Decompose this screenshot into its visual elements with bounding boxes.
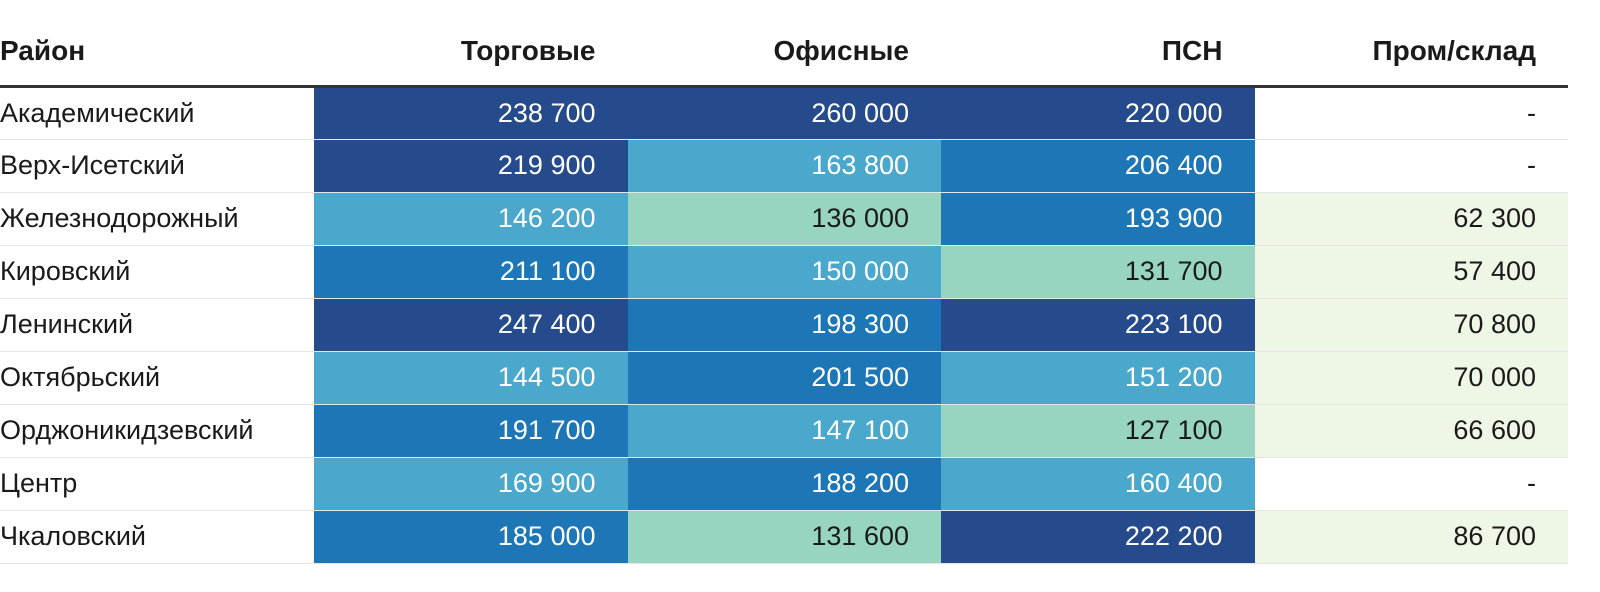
district-name-cell: Железнодорожный bbox=[0, 192, 314, 246]
value-cell: 136 000 bbox=[627, 192, 941, 246]
column-header-retail: Торговые bbox=[314, 0, 628, 88]
value-cell: 222 200 bbox=[941, 510, 1255, 564]
value-cell: 198 300 bbox=[627, 298, 941, 352]
value-cell: 62 300 bbox=[1254, 192, 1568, 246]
district-name-cell: Октябрьский bbox=[0, 351, 314, 405]
value-cell: 147 100 bbox=[627, 404, 941, 458]
value-cell: 160 400 bbox=[941, 457, 1255, 511]
table-body: Академический 238 700 260 000 220 000- Верх-… bbox=[0, 86, 1568, 564]
column-header-industrial: Пром/склад bbox=[1254, 0, 1568, 88]
value-cell: 163 800 bbox=[627, 139, 941, 193]
table-row: Ленинский 247 400 198 300 223 100 70 800 bbox=[0, 298, 1568, 352]
value-cell: - bbox=[1254, 457, 1568, 511]
value-cell: 86 700 bbox=[1254, 510, 1568, 564]
table-row: Академический 238 700 260 000 220 000- bbox=[0, 86, 1568, 140]
column-header-office: Офисные bbox=[627, 0, 941, 88]
value-cell: 151 200 bbox=[941, 351, 1255, 405]
table-row: Кировский 211 100 150 000 131 700 57 400 bbox=[0, 245, 1568, 299]
value-cell: 169 900 bbox=[314, 457, 628, 511]
column-header-psn: ПСН bbox=[941, 0, 1255, 88]
value-cell: 220 000 bbox=[941, 86, 1255, 140]
district-name-cell: Чкаловский bbox=[0, 510, 314, 564]
value-cell: 211 100 bbox=[314, 245, 628, 299]
value-cell: 219 900 bbox=[314, 139, 628, 193]
value-cell: 66 600 bbox=[1254, 404, 1568, 458]
value-cell: 238 700 bbox=[314, 86, 628, 140]
value-cell: 131 700 bbox=[941, 245, 1255, 299]
table-row: Октябрьский 144 500 201 500 151 200 70 000 bbox=[0, 351, 1568, 405]
table-row: Чкаловский 185 000 131 600 222 200 86 700 bbox=[0, 510, 1568, 564]
table-row: Верх-Исетский 219 900 163 800 206 400- bbox=[0, 139, 1568, 193]
table-row: Железнодорожный 146 200 136 000 193 900 62 3… bbox=[0, 192, 1568, 246]
value-cell: 131 600 bbox=[627, 510, 941, 564]
value-cell: 188 200 bbox=[627, 457, 941, 511]
value-cell: 201 500 bbox=[627, 351, 941, 405]
district-name-cell: Кировский bbox=[0, 245, 314, 299]
value-cell: 193 900 bbox=[941, 192, 1255, 246]
district-name-cell: Центр bbox=[0, 457, 314, 511]
value-cell: 70 800 bbox=[1254, 298, 1568, 352]
value-cell: 70 000 bbox=[1254, 351, 1568, 405]
value-cell: - bbox=[1254, 86, 1568, 140]
value-cell: 206 400 bbox=[941, 139, 1255, 193]
district-name-cell: Академический bbox=[0, 86, 314, 140]
value-cell: 185 000 bbox=[314, 510, 628, 564]
column-header-district: Район bbox=[0, 0, 314, 88]
district-name-cell: Ленинский bbox=[0, 298, 314, 352]
value-cell: 127 100 bbox=[941, 404, 1255, 458]
district-name-cell: Орджоникидзевский bbox=[0, 404, 314, 458]
value-cell: 150 000 bbox=[627, 245, 941, 299]
value-cell: - bbox=[1254, 139, 1568, 193]
value-cell: 223 100 bbox=[941, 298, 1255, 352]
value-cell: 57 400 bbox=[1254, 245, 1568, 299]
header-row: Район Торговые Офисные ПСН Пром/склад bbox=[0, 0, 1568, 88]
value-cell: 260 000 bbox=[627, 86, 941, 140]
district-name-cell: Верх-Исетский bbox=[0, 139, 314, 193]
value-cell: 247 400 bbox=[314, 298, 628, 352]
heatmap-table-container: Район Торговые Офисные ПСН Пром/склад Ак… bbox=[0, 0, 1568, 564]
table-row: Центр 169 900 188 200 160 400- bbox=[0, 457, 1568, 511]
table-row: Орджоникидзевский 191 700 147 100 127 100 66… bbox=[0, 404, 1568, 458]
value-cell: 144 500 bbox=[314, 351, 628, 405]
value-cell: 146 200 bbox=[314, 192, 628, 246]
value-cell: 191 700 bbox=[314, 404, 628, 458]
heatmap-table: Район Торговые Офисные ПСН Пром/склад Ак… bbox=[0, 0, 1568, 564]
